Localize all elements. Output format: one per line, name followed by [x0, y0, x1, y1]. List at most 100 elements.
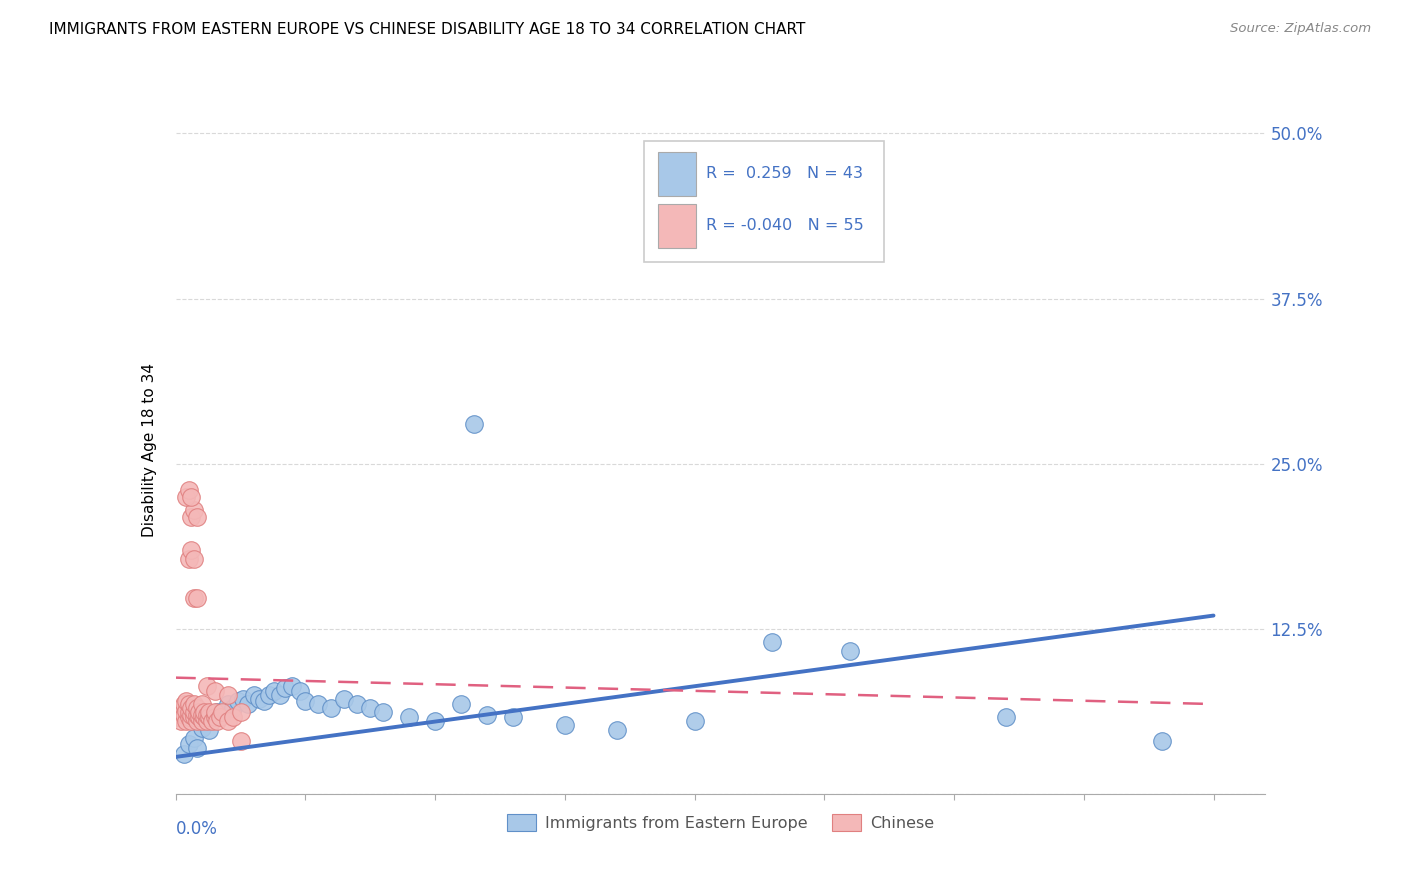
Point [346, 697, 368, 711]
Point [186, 701, 208, 715]
Point [475, 707, 498, 722]
Point [333, 691, 356, 706]
Point [183, 705, 205, 719]
Point [222, 701, 245, 715]
Text: R = -0.040   N = 55: R = -0.040 N = 55 [706, 219, 865, 234]
Y-axis label: Disability Age 18 to 34: Disability Age 18 to 34 [142, 363, 157, 538]
Point [177, 705, 200, 719]
Point [502, 710, 524, 724]
Point [190, 714, 212, 729]
Point [180, 542, 202, 557]
Point [290, 683, 312, 698]
Point [193, 710, 215, 724]
Point [180, 490, 202, 504]
Point [1150, 734, 1173, 748]
Point [177, 483, 200, 497]
Point [683, 714, 706, 729]
Point [274, 681, 297, 696]
Legend: Immigrants from Eastern Europe, Chinese: Immigrants from Eastern Europe, Chinese [501, 808, 941, 838]
Point [307, 697, 329, 711]
Point [180, 714, 202, 729]
Point [173, 747, 195, 762]
Point [839, 644, 862, 658]
Point [398, 710, 420, 724]
Point [180, 707, 202, 722]
Point [173, 697, 195, 711]
Point [761, 635, 783, 649]
Point [183, 710, 205, 724]
Point [186, 509, 208, 524]
Point [994, 710, 1017, 724]
Point [174, 490, 197, 504]
Point [190, 707, 212, 722]
Point [186, 591, 208, 606]
Point [174, 714, 197, 729]
Point [186, 740, 208, 755]
Point [359, 701, 381, 715]
Point [188, 705, 211, 719]
Point [186, 714, 208, 729]
Point [226, 694, 249, 708]
FancyBboxPatch shape [658, 152, 696, 195]
Point [167, 710, 190, 724]
Point [183, 731, 205, 746]
Point [229, 705, 252, 719]
Point [195, 707, 218, 722]
Point [170, 714, 193, 729]
Point [193, 705, 215, 719]
Point [242, 688, 264, 702]
Point [373, 705, 395, 719]
Point [183, 503, 205, 517]
Point [269, 688, 291, 702]
Point [188, 710, 211, 724]
Point [207, 714, 229, 729]
Point [174, 704, 197, 718]
Point [173, 707, 195, 722]
Point [204, 710, 226, 724]
Point [174, 694, 197, 708]
Point [211, 707, 233, 722]
Point [232, 691, 254, 706]
Point [195, 714, 218, 729]
Point [180, 701, 202, 715]
Point [177, 710, 200, 724]
Point [450, 697, 472, 711]
Point [177, 551, 200, 566]
Point [263, 683, 285, 698]
Point [217, 688, 239, 702]
FancyBboxPatch shape [658, 204, 696, 248]
Point [425, 714, 447, 729]
Point [186, 707, 208, 722]
Point [321, 701, 343, 715]
Point [253, 694, 276, 708]
Point [294, 694, 316, 708]
Point [195, 679, 218, 693]
Point [170, 705, 193, 719]
Point [247, 691, 270, 706]
Point [177, 697, 200, 711]
Point [217, 697, 239, 711]
Point [211, 705, 233, 719]
FancyBboxPatch shape [644, 141, 884, 261]
Point [463, 417, 485, 431]
Text: R =  0.259   N = 43: R = 0.259 N = 43 [706, 166, 863, 181]
Point [190, 721, 212, 735]
Point [554, 718, 576, 732]
Point [204, 683, 226, 698]
Text: 0.0%: 0.0% [176, 820, 218, 838]
Point [201, 714, 224, 729]
Text: Source: ZipAtlas.com: Source: ZipAtlas.com [1230, 22, 1371, 36]
Point [183, 697, 205, 711]
Point [198, 723, 221, 738]
Point [190, 697, 212, 711]
Point [204, 705, 226, 719]
Point [208, 710, 231, 724]
Point [217, 714, 239, 729]
Point [183, 591, 205, 606]
Text: IMMIGRANTS FROM EASTERN EUROPE VS CHINESE DISABILITY AGE 18 TO 34 CORRELATION CH: IMMIGRANTS FROM EASTERN EUROPE VS CHINES… [49, 22, 806, 37]
Point [606, 723, 628, 738]
Point [207, 705, 229, 719]
Point [183, 551, 205, 566]
Point [257, 688, 280, 702]
Point [198, 710, 221, 724]
